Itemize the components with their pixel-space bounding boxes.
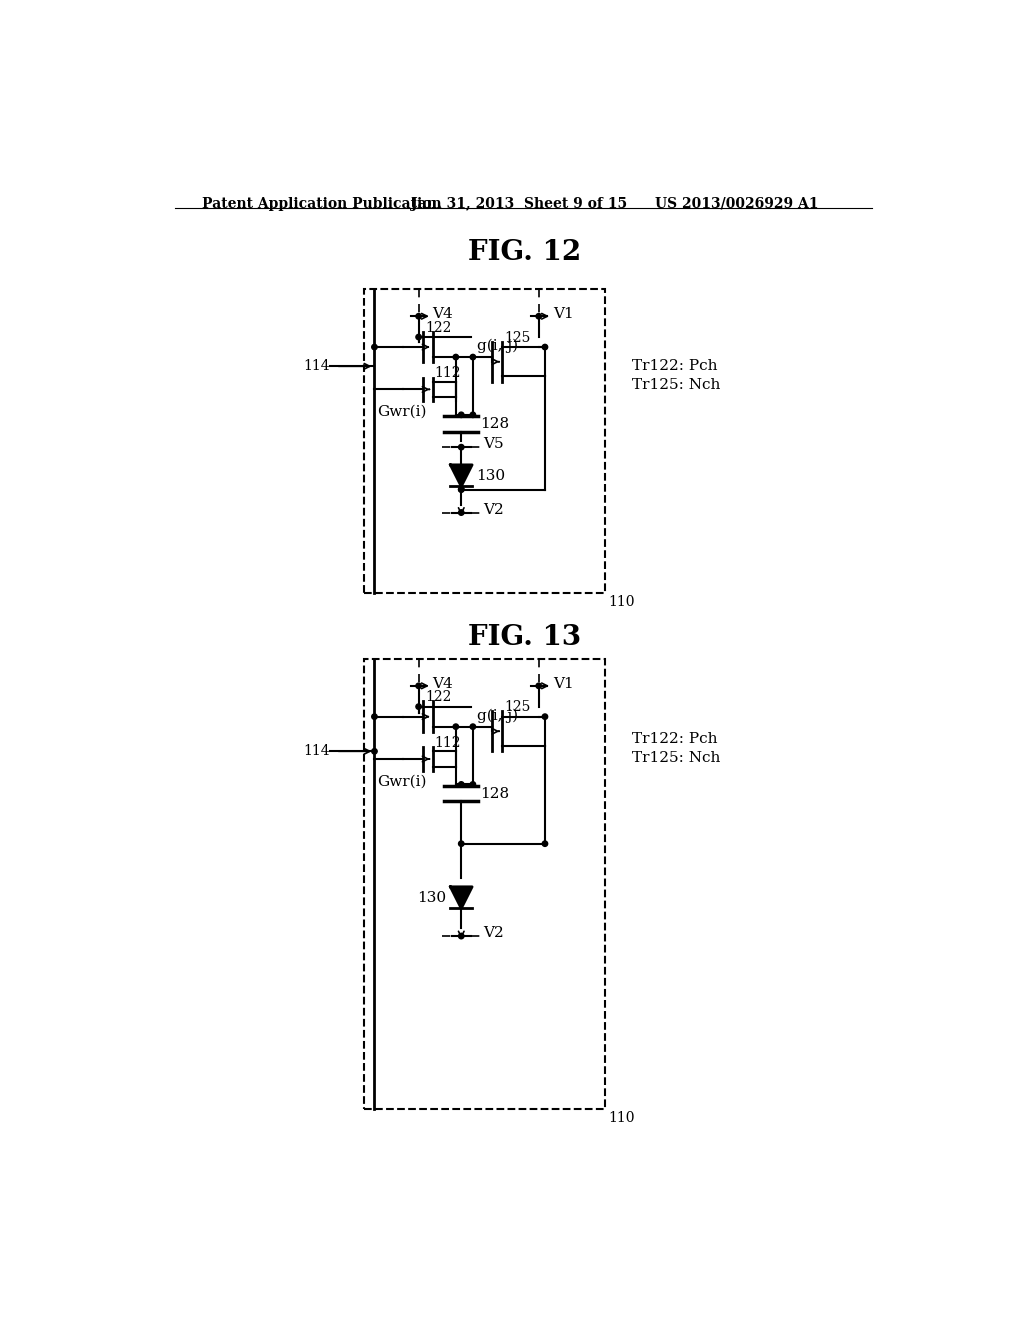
- Text: FIG. 12: FIG. 12: [468, 239, 582, 267]
- Circle shape: [459, 487, 464, 492]
- Bar: [365, 659, 604, 1109]
- Circle shape: [459, 487, 464, 492]
- Text: g(i, j): g(i, j): [477, 709, 518, 723]
- Text: FIG. 13: FIG. 13: [468, 624, 582, 651]
- Text: 130: 130: [418, 891, 446, 904]
- Text: 128: 128: [480, 417, 510, 432]
- Circle shape: [416, 314, 421, 319]
- Circle shape: [459, 445, 464, 450]
- Text: 125: 125: [504, 331, 530, 345]
- Text: 114: 114: [303, 359, 330, 374]
- Text: 114: 114: [303, 744, 330, 758]
- Text: Gwr(i): Gwr(i): [377, 405, 426, 418]
- Circle shape: [459, 412, 464, 417]
- Circle shape: [470, 412, 475, 417]
- Text: 112: 112: [434, 735, 461, 750]
- Circle shape: [536, 684, 542, 689]
- Polygon shape: [451, 887, 472, 908]
- Text: Tr122: Pch: Tr122: Pch: [632, 359, 717, 372]
- Circle shape: [459, 510, 464, 515]
- Text: Tr122: Pch: Tr122: Pch: [632, 733, 717, 746]
- Text: 125: 125: [504, 701, 530, 714]
- Text: 130: 130: [476, 469, 505, 483]
- Text: Jan. 31, 2013  Sheet 9 of 15: Jan. 31, 2013 Sheet 9 of 15: [411, 197, 627, 211]
- Text: 112: 112: [434, 366, 461, 380]
- Circle shape: [416, 684, 421, 689]
- Circle shape: [459, 841, 464, 846]
- Text: 122: 122: [425, 321, 452, 335]
- Text: 122: 122: [425, 690, 452, 705]
- Circle shape: [543, 714, 548, 719]
- Text: V4: V4: [432, 677, 454, 690]
- Circle shape: [416, 334, 421, 339]
- Circle shape: [470, 781, 475, 787]
- Circle shape: [453, 354, 459, 360]
- Text: g(i, j): g(i, j): [477, 339, 518, 354]
- Text: 128: 128: [480, 787, 510, 801]
- Text: V4: V4: [432, 308, 454, 321]
- Text: 110: 110: [608, 1111, 635, 1125]
- Text: Patent Application Publication: Patent Application Publication: [202, 197, 441, 211]
- Circle shape: [416, 704, 421, 709]
- Circle shape: [470, 723, 475, 730]
- Text: V2: V2: [483, 927, 504, 940]
- Circle shape: [372, 748, 377, 754]
- Circle shape: [536, 314, 542, 319]
- Circle shape: [453, 723, 459, 730]
- Text: V5: V5: [483, 437, 504, 451]
- Text: V1: V1: [553, 677, 573, 690]
- Text: V2: V2: [483, 503, 504, 516]
- Text: US 2013/0026929 A1: US 2013/0026929 A1: [655, 197, 818, 211]
- Text: Gwr(i): Gwr(i): [377, 775, 426, 788]
- Circle shape: [543, 841, 548, 846]
- Bar: [365, 289, 604, 594]
- Circle shape: [459, 933, 464, 939]
- Circle shape: [470, 354, 475, 360]
- Text: V1: V1: [553, 308, 573, 321]
- Circle shape: [372, 345, 377, 350]
- Circle shape: [459, 781, 464, 787]
- Circle shape: [372, 714, 377, 719]
- Polygon shape: [451, 465, 472, 487]
- Text: Tr125: Nch: Tr125: Nch: [632, 751, 720, 766]
- Circle shape: [543, 345, 548, 350]
- Text: 110: 110: [608, 595, 635, 609]
- Text: Tr125: Nch: Tr125: Nch: [632, 378, 720, 392]
